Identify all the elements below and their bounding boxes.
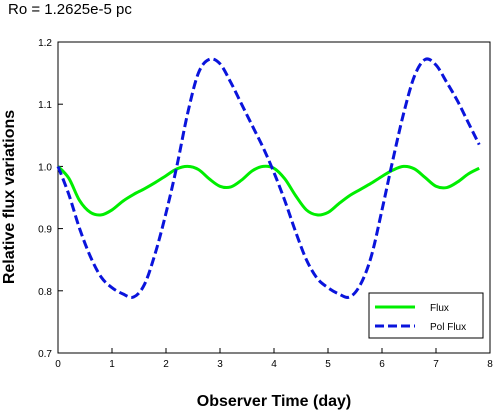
series-line-flux <box>56 164 480 217</box>
x-axis: 0 1 2 3 4 5 6 7 8 <box>55 348 493 370</box>
y-tick-label: 1.2 <box>38 38 52 49</box>
x-tick-label: 4 <box>271 359 277 370</box>
legend-label-pol-flux: Pol Flux <box>430 322 466 333</box>
x-tick-label: 2 <box>163 359 169 370</box>
y-tick-label: 1.0 <box>38 162 52 173</box>
x-tick-label: 8 <box>487 359 493 370</box>
y-tick-label: 0.8 <box>38 287 52 298</box>
y-axis-title: Relative flux variations <box>1 110 18 284</box>
y-tick-label: 0.7 <box>38 349 52 360</box>
series-line-pol-flux <box>56 57 481 299</box>
series-layer <box>56 57 481 299</box>
chart-title: Ro = 1.2625e-5 pc <box>8 1 132 18</box>
legend: Flux Pol Flux <box>368 292 484 339</box>
x-tick-label: 7 <box>433 359 439 370</box>
x-axis-title: Observer Time (day) <box>197 393 351 410</box>
y-axis: 0.7 0.8 0.9 1.0 1.1 1.2 <box>38 38 63 360</box>
x-tick-label: 6 <box>379 359 385 370</box>
x-tick-label: 5 <box>325 359 331 370</box>
y-tick-label: 1.1 <box>38 100 52 111</box>
y-tick-label: 0.9 <box>38 225 52 236</box>
legend-label-flux: Flux <box>430 303 449 314</box>
legend-box <box>368 292 484 339</box>
x-tick-label: 0 <box>55 359 61 370</box>
x-tick-label: 1 <box>109 359 115 370</box>
x-tick-label: 3 <box>217 359 223 370</box>
